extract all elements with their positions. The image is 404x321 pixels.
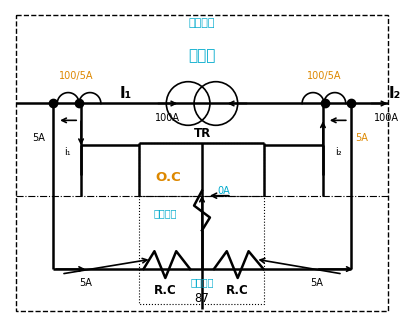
- Text: 변압기: 변압기: [188, 48, 216, 64]
- Text: O.C: O.C: [156, 171, 181, 184]
- Text: i₂: i₂: [335, 147, 342, 157]
- Text: 0A: 0A: [217, 186, 230, 196]
- Text: 100A: 100A: [155, 113, 180, 123]
- Text: 100/5A: 100/5A: [307, 71, 341, 81]
- Text: R.C: R.C: [154, 284, 177, 297]
- Bar: [139, 143, 265, 196]
- Text: 5A: 5A: [80, 278, 93, 288]
- Bar: [139, 196, 265, 304]
- Text: I₁: I₁: [120, 86, 132, 101]
- Text: 5A: 5A: [311, 278, 324, 288]
- Text: 5A: 5A: [355, 133, 368, 143]
- Text: 5A: 5A: [32, 133, 45, 143]
- Text: 동작코일: 동작코일: [154, 209, 177, 219]
- Text: R.C: R.C: [226, 284, 249, 297]
- Text: 보호범위: 보호범위: [189, 18, 215, 28]
- Text: I₂: I₂: [388, 86, 400, 101]
- Text: 억제코일: 억제코일: [190, 277, 214, 287]
- Text: 100/5A: 100/5A: [59, 71, 93, 81]
- Text: 87: 87: [195, 292, 209, 305]
- Text: 100A: 100A: [374, 113, 399, 123]
- Text: TR: TR: [194, 127, 210, 140]
- Text: i₁: i₁: [64, 147, 70, 157]
